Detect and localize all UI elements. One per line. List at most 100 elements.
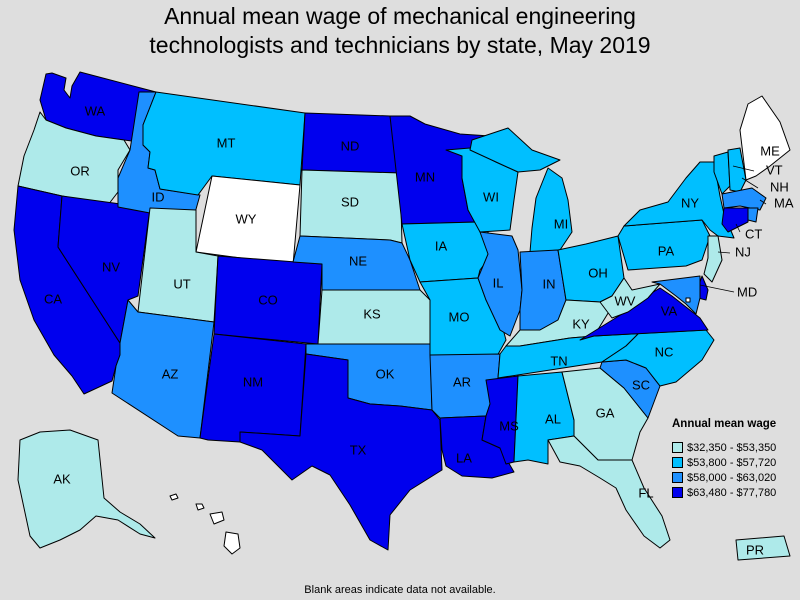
state-label-sc: SC [632, 377, 650, 392]
state-label-al: AL [545, 411, 561, 426]
state-label-ms: MS [499, 418, 519, 433]
state-label-vt: VT [766, 162, 783, 177]
map-title-line-1: Annual mean wage of mechanical engineeri… [164, 3, 636, 29]
state-shape [142, 91, 306, 196]
state-ri [747, 207, 759, 223]
state-label-ky: KY [572, 316, 590, 331]
state-label-va: VA [661, 303, 678, 318]
state-shape [169, 493, 179, 501]
state-ny [623, 161, 735, 239]
state-label-la: LA [456, 450, 472, 465]
state-label-wv: WV [615, 293, 636, 308]
state-label-nj: NJ [735, 244, 751, 259]
state-shape [469, 127, 561, 173]
state-shape [223, 531, 241, 555]
legend-item-label: $53,800 - $57,720 [687, 456, 777, 469]
state-shape [17, 429, 156, 549]
state-shape [713, 151, 731, 195]
map-title: Annual mean wage of mechanical engineeri… [0, 2, 800, 60]
state-label-co: CO [258, 292, 278, 307]
state-label-ct: CT [745, 226, 762, 241]
state-vt [713, 151, 731, 195]
state-il [477, 231, 523, 337]
state-ct [721, 207, 749, 233]
state-md [651, 275, 701, 315]
states-layer [13, 71, 791, 561]
state-label-md: MD [737, 284, 757, 299]
state-shape [111, 299, 215, 439]
leader-line [717, 251, 731, 254]
legend-item-label: $32,350 - $53,350 [687, 441, 777, 454]
state-label-nh: NH [770, 179, 789, 194]
state-az [111, 299, 215, 439]
legend-title: Annual mean wage [672, 418, 777, 430]
state-nh [727, 147, 747, 193]
legend-swatch [672, 442, 683, 453]
state-me [739, 95, 791, 181]
state-shape [721, 207, 749, 233]
state-shape [477, 231, 523, 337]
leader-line [759, 199, 767, 205]
state-label-ok: OK [376, 366, 395, 381]
leader-line [735, 223, 741, 233]
state-label-mt: MT [217, 135, 236, 150]
footnote: Blank areas indicate data not available. [304, 584, 496, 596]
state-shape [547, 435, 671, 549]
state-label-wi: WI [483, 189, 499, 204]
state-label-nv: NV [102, 259, 120, 274]
state-label-ia: IA [435, 238, 448, 253]
state-label-ny: NY [681, 195, 699, 210]
state-shape [685, 297, 691, 303]
state-label-me: ME [760, 143, 780, 158]
state-pr [735, 535, 791, 561]
state-shape [239, 353, 443, 551]
state-label-il: IL [493, 275, 504, 290]
legend-item: $63,480 - $77,780 [672, 485, 800, 500]
state-nj [703, 235, 723, 283]
leader-line [699, 284, 735, 293]
legend-item-label: $58,000 - $63,020 [687, 471, 777, 484]
state-label-mn: MN [415, 169, 435, 184]
state-mi [469, 127, 573, 253]
state-label-ma: MA [774, 195, 794, 210]
state-shape [593, 329, 715, 387]
state-label-nc: NC [655, 344, 674, 359]
state-mt [142, 91, 306, 196]
state-label-ak: AK [53, 471, 71, 486]
leader-line [732, 165, 755, 172]
state-shape [195, 503, 205, 511]
state-label-nd: ND [341, 138, 360, 153]
state-label-ks: KS [363, 306, 381, 321]
state-fl [547, 435, 671, 549]
legend-swatch [672, 457, 683, 468]
state-shape [703, 235, 723, 283]
state-nc [593, 329, 715, 387]
state-label-tx: TX [350, 442, 367, 457]
state-shape [747, 207, 759, 223]
state-shape [721, 187, 767, 211]
state-label-ne: NE [349, 253, 367, 268]
state-labels-layer: WA OR CA NV ID MT WY UT AZ CO NM ND SD NE KS OK TX MN IA MO… [44, 103, 794, 557]
state-label-mo: MO [449, 309, 470, 324]
state-label-fl: FL [638, 485, 653, 500]
state-label-oh: OH [588, 265, 608, 280]
state-label-ar: AR [453, 374, 471, 389]
state-tx [239, 353, 443, 551]
state-label-ut: UT [173, 276, 190, 291]
legend-swatch [672, 472, 683, 483]
map-legend: Annual mean wage $32,350 - $53,350 $53,8… [672, 418, 800, 500]
state-label-or: OR [70, 163, 90, 178]
state-label-pr: PR [746, 542, 764, 557]
state-dc [685, 297, 691, 303]
state-label-wa: WA [85, 103, 106, 118]
state-shape [651, 275, 701, 315]
legend-swatch [672, 487, 683, 498]
state-label-nm: NM [243, 374, 263, 389]
state-label-az: AZ [162, 366, 179, 381]
legend-item: $32,350 - $53,350 [672, 440, 800, 455]
state-label-mi: MI [554, 216, 568, 231]
state-label-ca: CA [44, 291, 62, 306]
leader-line [741, 177, 759, 189]
